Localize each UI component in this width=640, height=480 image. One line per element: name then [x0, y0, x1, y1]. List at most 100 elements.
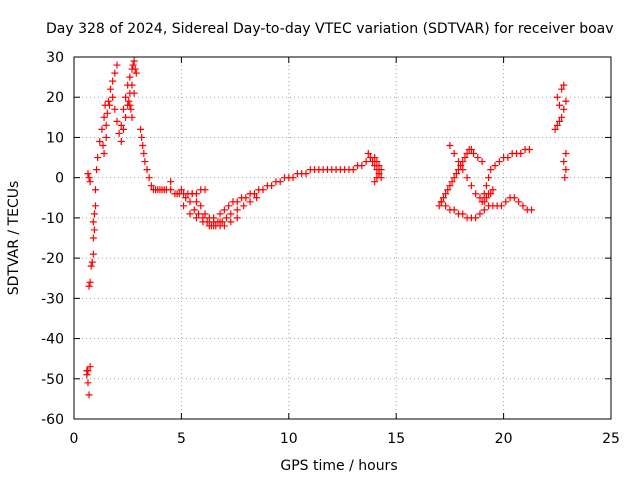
data-point — [84, 367, 92, 375]
data-point — [139, 141, 147, 149]
x-tick-label: 15 — [387, 431, 405, 447]
x-tick-label: 10 — [280, 431, 298, 447]
y-tick-label: 30 — [46, 50, 64, 66]
data-point — [126, 73, 134, 81]
data-point — [489, 186, 497, 194]
data-point — [517, 150, 525, 158]
data-point — [435, 202, 443, 210]
data-point — [562, 97, 570, 105]
data-point — [119, 105, 127, 113]
data-point — [558, 113, 566, 121]
x-tick-label: 5 — [177, 431, 186, 447]
data-point — [525, 146, 533, 154]
y-tick-label: -50 — [41, 372, 64, 388]
data-point — [86, 278, 94, 286]
data-point — [141, 158, 149, 166]
data-point — [130, 57, 138, 65]
data-point — [444, 186, 452, 194]
data-series — [83, 57, 570, 399]
data-point — [147, 182, 155, 190]
data-point — [233, 206, 241, 214]
data-point — [85, 391, 93, 399]
data-point — [555, 101, 563, 109]
data-point — [227, 210, 235, 218]
data-point — [349, 166, 357, 174]
data-point — [562, 166, 570, 174]
data-point — [463, 150, 471, 158]
data-point — [125, 97, 133, 105]
data-point — [478, 198, 486, 206]
data-point — [227, 218, 235, 226]
data-point — [195, 210, 203, 218]
data-point — [88, 258, 96, 266]
chart-title: Day 328 of 2024, Sidereal Day-to-day VTE… — [46, 21, 614, 37]
data-point — [470, 150, 478, 158]
data-point — [117, 121, 125, 129]
data-point — [467, 146, 475, 154]
data-point — [233, 198, 241, 206]
data-point — [111, 69, 119, 77]
data-point — [242, 194, 250, 202]
data-point — [442, 190, 450, 198]
data-point — [377, 166, 385, 174]
data-point — [129, 61, 137, 69]
data-point — [439, 194, 447, 202]
data-point — [91, 202, 99, 210]
data-point — [560, 105, 568, 113]
plot-frame — [73, 56, 612, 420]
data-point — [188, 190, 196, 198]
data-point — [109, 77, 117, 85]
data-point — [192, 198, 200, 206]
data-point — [113, 61, 121, 69]
data-point — [218, 218, 226, 226]
data-point — [302, 170, 310, 178]
data-point — [87, 262, 95, 270]
data-point — [250, 190, 258, 198]
data-point — [86, 363, 94, 371]
data-point — [459, 166, 467, 174]
data-point — [100, 150, 108, 158]
data-point — [562, 150, 570, 158]
data-point — [487, 166, 495, 174]
y-tick-label: -60 — [41, 412, 64, 428]
data-point — [167, 186, 175, 194]
y-axis-label: SDTVAR / TECUs — [6, 181, 22, 296]
data-point — [197, 202, 205, 210]
data-point — [476, 194, 484, 202]
data-point — [117, 137, 125, 145]
data-point — [94, 154, 102, 162]
x-tick-label: 25 — [602, 431, 620, 447]
data-point — [553, 93, 561, 101]
data-point — [130, 89, 138, 97]
data-point — [89, 218, 97, 226]
data-point — [96, 137, 104, 145]
data-point — [103, 109, 111, 117]
data-point — [519, 202, 527, 210]
data-point — [450, 206, 458, 214]
data-point — [190, 206, 198, 214]
data-point — [102, 133, 110, 141]
data-point — [450, 174, 458, 182]
data-point — [558, 85, 566, 93]
data-point — [364, 150, 372, 158]
data-point — [482, 194, 490, 202]
data-point — [375, 170, 383, 178]
data-point — [259, 186, 267, 194]
data-point — [89, 234, 97, 242]
data-point — [85, 174, 93, 182]
data-point — [446, 182, 454, 190]
data-point — [131, 65, 139, 73]
data-point — [126, 101, 134, 109]
data-point — [138, 133, 146, 141]
data-point — [84, 379, 92, 387]
data-point — [192, 214, 200, 222]
data-point — [369, 158, 377, 166]
data-point — [104, 97, 112, 105]
data-point — [180, 202, 188, 210]
data-point — [528, 206, 536, 214]
data-point — [457, 162, 465, 170]
x-tick-label: 20 — [495, 431, 513, 447]
data-point — [109, 93, 117, 101]
data-point — [186, 210, 194, 218]
data-point — [463, 174, 471, 182]
